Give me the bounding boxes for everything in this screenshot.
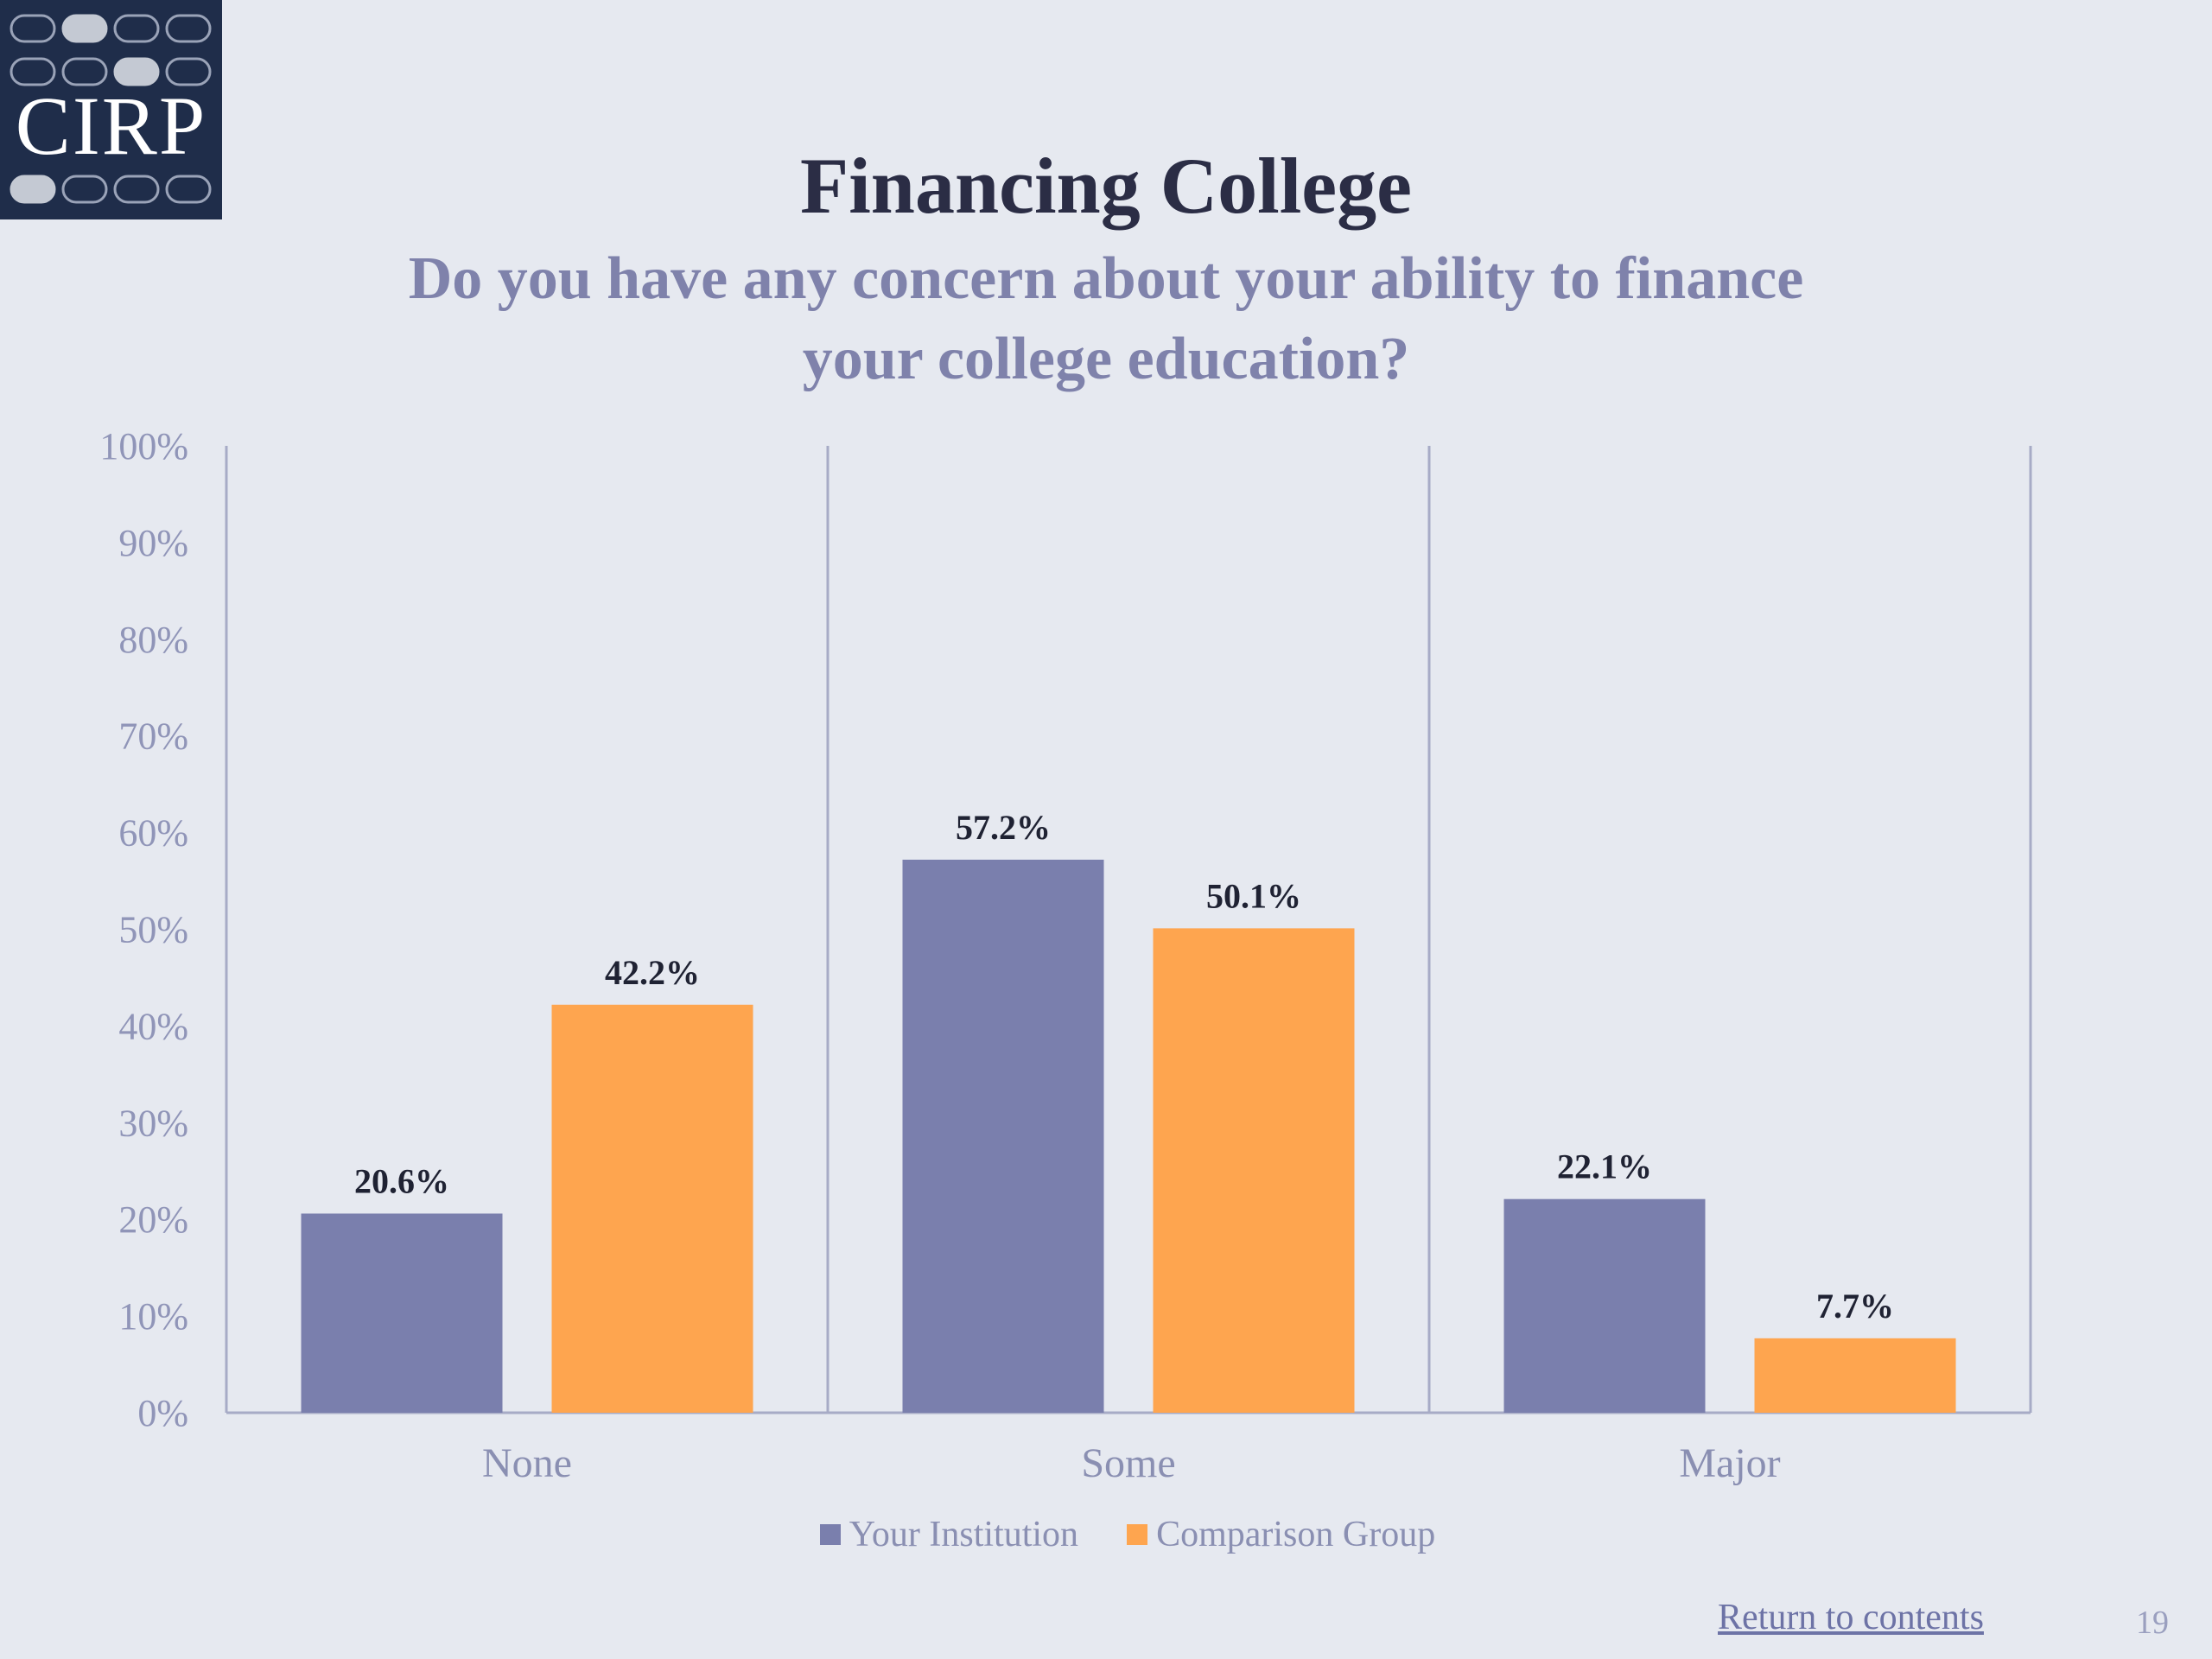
y-tick-label: 0%: [137, 1392, 188, 1434]
return-to-contents-link[interactable]: Return to contents: [1718, 1598, 1984, 1637]
chart-legend: Your Institution Comparison Group: [0, 1514, 2212, 1555]
data-label: 57.2%: [956, 808, 1051, 847]
bar: [1754, 1338, 1956, 1413]
y-tick-label: 70%: [118, 715, 188, 758]
chart-subtitle: Do you have any concern about your abili…: [408, 245, 1804, 392]
data-label: 7.7%: [1816, 1287, 1894, 1325]
y-tick-label: 100%: [99, 425, 188, 467]
y-tick-label: 90%: [118, 522, 188, 564]
cirp-logo: CIRP: [0, 0, 222, 219]
chart-title: Financing College: [800, 142, 1412, 230]
x-tick-label: None: [482, 1440, 572, 1486]
bar: [1503, 1198, 1706, 1413]
x-tick-label: Major: [1679, 1440, 1780, 1486]
x-tick-label: Some: [1081, 1440, 1175, 1486]
data-label: 42.2%: [605, 953, 700, 992]
legend-item-your-institution: Your Institution: [819, 1514, 1079, 1555]
y-tick-label: 40%: [118, 1005, 188, 1047]
y-tick-label: 20%: [118, 1198, 188, 1241]
bar: [301, 1213, 503, 1413]
legend-label-comparison-group: Comparison Group: [1156, 1515, 1436, 1554]
bar: [551, 1004, 753, 1413]
logo-pattern-icon: [10, 14, 212, 204]
y-tick-label: 50%: [118, 909, 188, 951]
data-label: 50.1%: [1206, 876, 1301, 915]
data-label: 22.1%: [1557, 1147, 1652, 1186]
legend-swatch-comparison-group: [1127, 1524, 1148, 1545]
logo-text: CIRP: [15, 79, 207, 172]
legend-item-comparison-group: Comparison Group: [1127, 1514, 1435, 1555]
bar: [902, 859, 1104, 1413]
page-number: 19: [2136, 1605, 2169, 1641]
y-tick-label: 30%: [118, 1102, 188, 1144]
data-label: 20.6%: [354, 1161, 449, 1200]
bar: [1153, 928, 1355, 1413]
legend-label-your-institution: Your Institution: [849, 1515, 1079, 1554]
legend-swatch-your-institution: [819, 1524, 841, 1545]
y-tick-label: 10%: [118, 1295, 188, 1338]
y-tick-label: 80%: [118, 619, 188, 661]
y-tick-label: 60%: [118, 812, 188, 855]
